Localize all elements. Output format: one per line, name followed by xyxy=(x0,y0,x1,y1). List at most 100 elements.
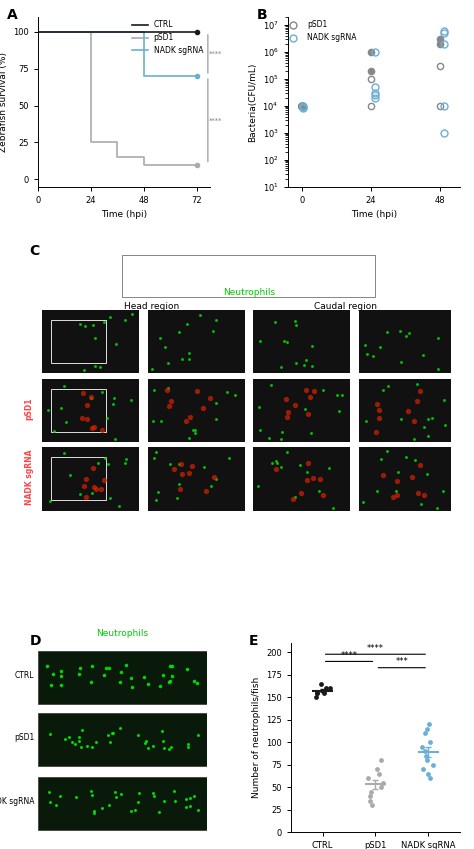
Point xyxy=(277,460,285,474)
Text: CTRL: CTRL xyxy=(15,671,35,680)
Point xyxy=(393,474,401,487)
Point xyxy=(87,784,94,797)
Point xyxy=(359,495,367,509)
Point xyxy=(375,767,383,780)
Point xyxy=(90,318,97,332)
Point xyxy=(394,465,401,479)
Text: ****: **** xyxy=(340,650,357,660)
Point xyxy=(366,790,374,803)
Point xyxy=(333,388,341,402)
Point xyxy=(72,790,80,804)
Point xyxy=(309,359,316,373)
Point xyxy=(76,661,84,675)
Point xyxy=(425,767,432,780)
Point xyxy=(150,383,157,396)
Point xyxy=(149,786,156,800)
Point xyxy=(182,800,190,813)
Point xyxy=(83,412,91,425)
Point xyxy=(113,337,120,351)
Point xyxy=(283,411,291,424)
Text: B: B xyxy=(256,8,267,22)
Point xyxy=(309,471,317,485)
Point xyxy=(117,787,125,801)
Point xyxy=(310,385,318,398)
Point xyxy=(100,668,108,682)
Point xyxy=(191,426,199,440)
Point xyxy=(191,424,199,437)
Bar xyxy=(51,458,106,500)
Bar xyxy=(42,310,139,374)
Point xyxy=(80,363,88,376)
Point xyxy=(419,740,426,754)
Point xyxy=(408,470,416,484)
Point xyxy=(317,677,325,690)
Point xyxy=(434,363,442,376)
Point xyxy=(164,383,171,396)
Point xyxy=(291,491,298,504)
Point xyxy=(303,465,311,479)
Point xyxy=(389,490,397,503)
Point xyxy=(213,413,220,426)
Text: A: A xyxy=(7,8,18,22)
Point xyxy=(402,450,410,464)
Point xyxy=(178,468,186,481)
Point xyxy=(402,329,410,343)
Point xyxy=(307,426,315,440)
Point xyxy=(91,331,99,345)
Point xyxy=(434,501,441,514)
Point xyxy=(425,717,432,731)
Text: Caudal region: Caudal region xyxy=(314,302,377,312)
Bar xyxy=(253,310,350,374)
Point xyxy=(100,316,108,329)
Point xyxy=(67,469,74,482)
Point xyxy=(194,803,201,817)
Point xyxy=(91,481,98,494)
Point xyxy=(149,414,157,428)
Point xyxy=(57,664,64,678)
Point xyxy=(80,480,88,493)
Point xyxy=(419,348,426,362)
Point xyxy=(292,318,300,332)
Point xyxy=(280,335,288,348)
Point xyxy=(414,486,421,500)
Point xyxy=(282,392,289,406)
Point xyxy=(96,360,103,374)
Point xyxy=(127,393,135,407)
Point xyxy=(122,658,130,672)
Point xyxy=(277,360,285,374)
Point xyxy=(255,401,263,414)
Point xyxy=(108,726,115,739)
Point xyxy=(110,391,118,405)
Point xyxy=(182,792,190,806)
Point xyxy=(424,412,432,425)
Point xyxy=(368,798,376,812)
Point xyxy=(420,420,428,434)
Point xyxy=(315,484,322,498)
Point xyxy=(404,404,411,418)
Point xyxy=(223,385,231,399)
Point xyxy=(71,738,78,751)
Point xyxy=(207,479,214,492)
Point xyxy=(68,736,75,750)
Point xyxy=(187,791,194,805)
Point xyxy=(397,413,405,426)
Point xyxy=(154,486,162,499)
Point xyxy=(187,410,194,424)
Point xyxy=(335,404,343,418)
Point xyxy=(47,678,55,692)
Point xyxy=(116,721,124,734)
Point xyxy=(89,421,96,435)
Point xyxy=(322,682,330,695)
Point xyxy=(319,383,327,396)
Point xyxy=(383,324,391,338)
Point xyxy=(79,722,86,736)
Point xyxy=(284,406,292,419)
Point xyxy=(320,686,328,700)
X-axis label: Time (hpi): Time (hpi) xyxy=(101,211,147,219)
Point xyxy=(44,659,51,672)
Point xyxy=(160,795,168,808)
Point xyxy=(153,445,160,458)
Point xyxy=(121,313,129,327)
Point xyxy=(112,790,120,804)
Point xyxy=(143,734,150,747)
